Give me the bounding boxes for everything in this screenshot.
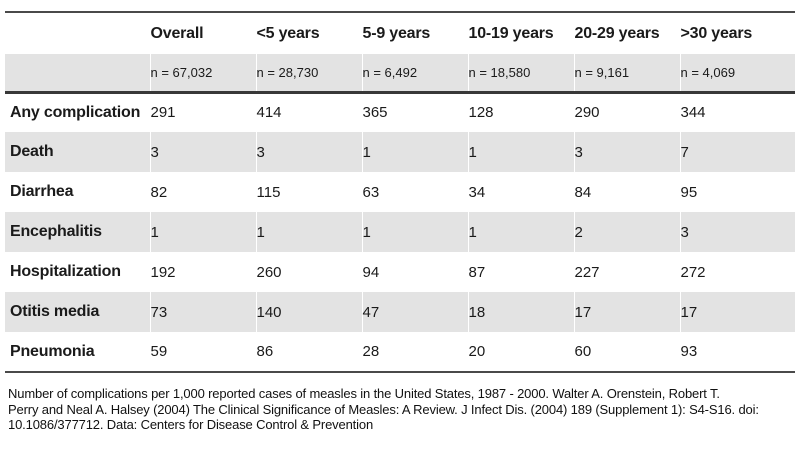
row-label: Otitis media <box>10 303 100 320</box>
column-header-5-9-years: 5-9 years <box>361 12 468 54</box>
cell-value: 17 <box>679 292 795 332</box>
row-label: Death <box>10 143 54 160</box>
table-row-any-complication: Any complication 291 414 365 128 290 344 <box>5 92 795 132</box>
cell-value: 82 <box>149 172 256 212</box>
cell-value: 260 <box>255 252 362 292</box>
cell-value: 290 <box>573 92 680 132</box>
cell-value: 128 <box>467 92 574 132</box>
caption-line-1: Number of complications per 1,000 report… <box>8 386 720 401</box>
cell-value: 73 <box>149 292 256 332</box>
cell-value: 17 <box>573 292 680 332</box>
sample-size-10-19-years: n = 18,580 <box>467 54 574 94</box>
cell-value: 63 <box>361 172 468 212</box>
sample-size-overall: n = 67,032 <box>149 54 256 94</box>
cell-value: 47 <box>361 292 468 332</box>
cell-value: 1 <box>467 212 574 252</box>
cell-value: 95 <box>679 172 795 212</box>
cell-value: 365 <box>361 92 468 132</box>
cell-value: 7 <box>679 132 795 172</box>
cell-value: 140 <box>255 292 362 332</box>
cell-value: 93 <box>679 332 795 373</box>
cell-value: 227 <box>573 252 680 292</box>
cell-value: 192 <box>149 252 256 292</box>
caption-line-2: Perry and Neal A. Halsey (2004) The Clin… <box>8 401 759 417</box>
sample-size-5-9-years: n = 6,492 <box>361 54 468 94</box>
cell-value: 3 <box>255 132 362 172</box>
table-row-diarrhea: Diarrhea 82 115 63 34 84 95 <box>5 172 795 212</box>
column-header-10-19-years: 10-19 years <box>467 12 574 54</box>
cell-value: 1 <box>255 212 362 252</box>
sample-size-over-30-years: n = 4,069 <box>679 54 795 94</box>
sample-size-20-29-years: n = 9,161 <box>573 54 680 94</box>
row-label: Pneumonia <box>5 332 150 373</box>
complications-table: Overall <5 years 5-9 years 10-19 years 2… <box>5 11 795 373</box>
cell-value: 59 <box>149 332 256 373</box>
cell-value: 20 <box>467 332 574 373</box>
column-header-blank <box>5 12 150 54</box>
sample-size-under-5-years: n = 28,730 <box>255 54 362 94</box>
column-header-under-5-years: <5 years <box>255 12 362 54</box>
row-label: Hospitalization <box>10 263 121 280</box>
row-label: Diarrhea <box>10 183 74 200</box>
row-label: Any complication <box>10 103 141 121</box>
cell-value: 60 <box>573 332 680 373</box>
table-row-hospitalization: Hospitalization 192 260 94 87 227 272 <box>5 252 795 292</box>
cell-value: 18 <box>467 292 574 332</box>
cell-value: 414 <box>255 92 362 132</box>
cell-value: 2 <box>573 212 680 252</box>
table-caption: Number of complications per 1,000 report… <box>8 386 795 433</box>
column-header-overall: Overall <box>149 12 256 54</box>
column-header-over-30-years: >30 years <box>679 12 795 54</box>
cell-value: 3 <box>149 132 256 172</box>
row-label: Encephalitis <box>10 223 102 240</box>
table-row-death: Death 3 3 1 1 3 7 <box>5 132 795 172</box>
cell-value: 1 <box>149 212 256 252</box>
cell-value: 94 <box>361 252 468 292</box>
cell-value: 34 <box>467 172 574 212</box>
column-header-20-29-years: 20-29 years <box>573 12 680 54</box>
table-row-otitis-media: Otitis media 73 140 47 18 17 17 <box>5 292 795 332</box>
cell-value: 86 <box>255 332 362 373</box>
cell-value: 28 <box>361 332 468 373</box>
cell-value: 1 <box>467 132 574 172</box>
cell-value: 3 <box>679 212 795 252</box>
table-row-pneumonia: Pneumonia 59 86 28 20 60 93 <box>5 332 795 373</box>
cell-value: 84 <box>573 172 680 212</box>
complications-table-container: Overall <5 years 5-9 years 10-19 years 2… <box>5 11 795 373</box>
cell-value: 1 <box>361 212 468 252</box>
cell-value: 3 <box>573 132 680 172</box>
caption-line-3: 10.1086/377712. Data: Centers for Diseas… <box>8 417 374 432</box>
table-header-row: Overall <5 years 5-9 years 10-19 years 2… <box>5 12 795 54</box>
cell-value: 1 <box>361 132 468 172</box>
cell-value: 87 <box>467 252 574 292</box>
cell-value: 291 <box>149 92 256 132</box>
cell-value: 344 <box>679 92 795 132</box>
cell-value: 115 <box>255 172 362 212</box>
cell-value: 272 <box>679 252 795 292</box>
sample-size-row: n = 67,032 n = 28,730 n = 6,492 n = 18,5… <box>5 54 795 94</box>
table-row-encephalitis: Encephalitis 1 1 1 1 2 3 <box>5 212 795 252</box>
sample-size-blank-cell <box>5 54 150 94</box>
